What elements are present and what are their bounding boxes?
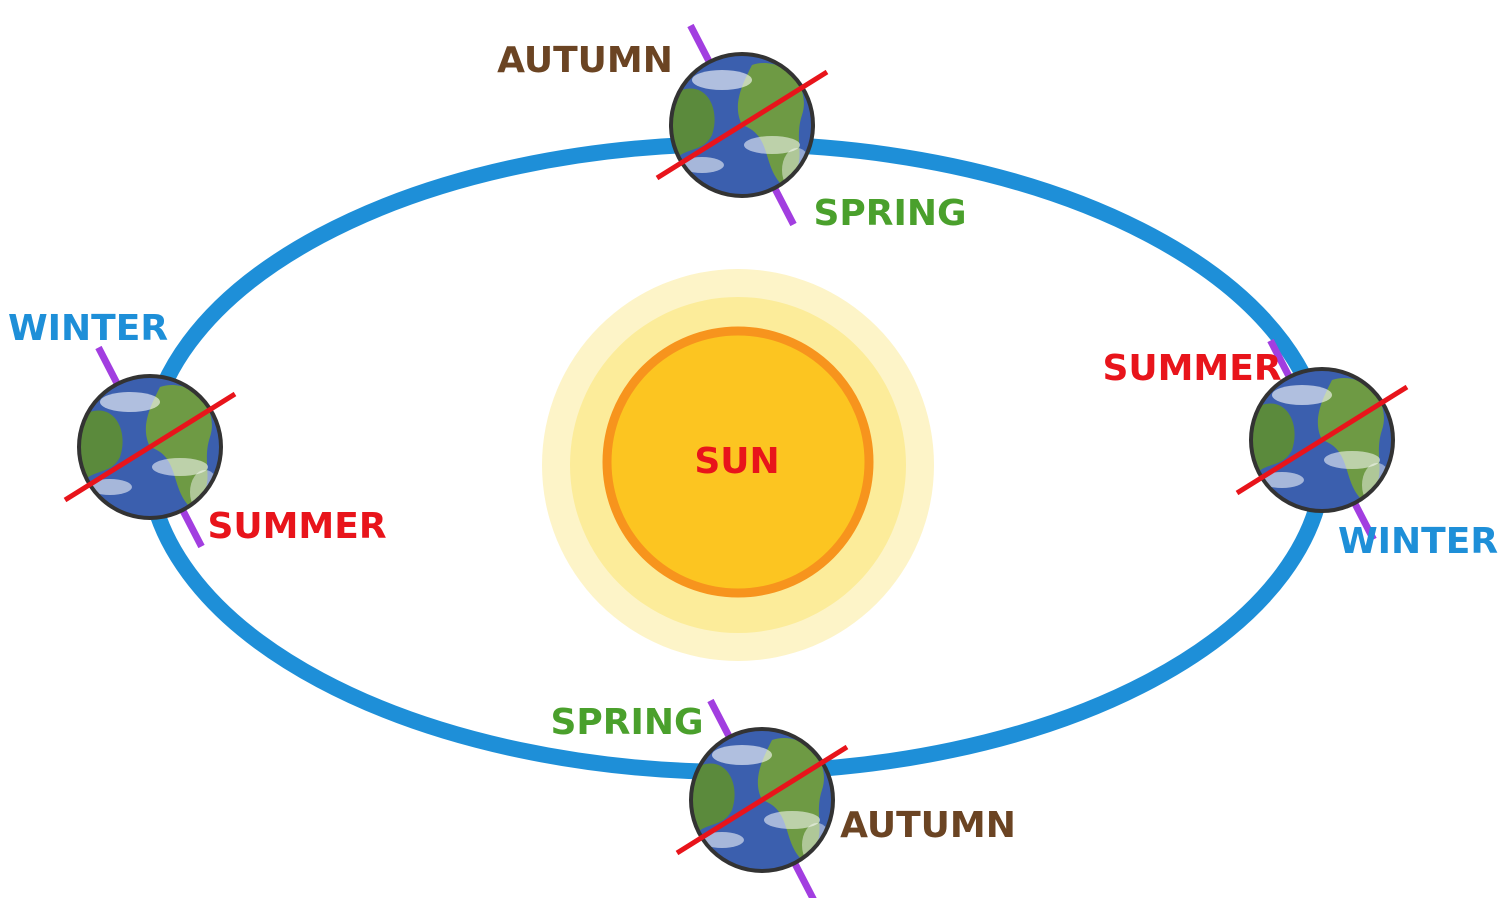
seasons-diagram: SUN AUTUMN SPRING WINTER SUMMER SUMMER W… (0, 0, 1499, 898)
season-label: AUTUMN (840, 805, 1016, 846)
season-label: SPRING (813, 193, 966, 234)
cloud (100, 392, 160, 412)
cloud (712, 745, 772, 765)
season-label: SPRING (550, 702, 703, 743)
season-label: WINTER (8, 308, 168, 349)
cloud (692, 70, 752, 90)
sun-label: SUN (694, 441, 779, 482)
season-label: AUTUMN (497, 40, 673, 81)
earth (657, 26, 827, 225)
season-label: SUMMER (1102, 348, 1281, 389)
season-label: WINTER (1338, 521, 1498, 562)
season-label: SUMMER (207, 506, 386, 547)
